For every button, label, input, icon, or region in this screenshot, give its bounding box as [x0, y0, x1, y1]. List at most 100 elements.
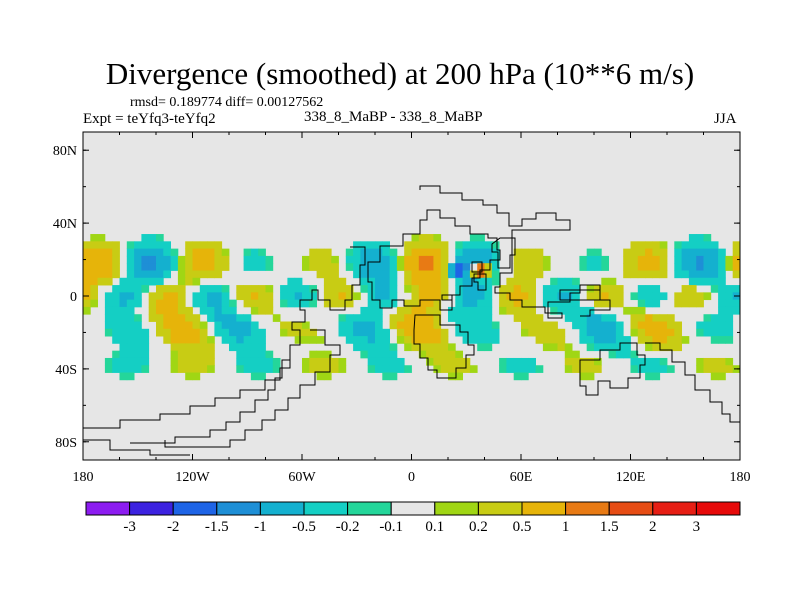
field-cell	[542, 321, 551, 330]
field-cell	[302, 321, 310, 330]
field-cell	[192, 372, 201, 381]
field-cell	[630, 365, 639, 373]
field-cell	[126, 285, 135, 293]
field-cell	[207, 336, 215, 344]
field-cell	[477, 241, 485, 250]
field-cell	[630, 314, 639, 322]
field-cell	[579, 314, 588, 322]
field-cell	[112, 321, 120, 330]
field-cell	[214, 299, 223, 308]
field-cell	[491, 263, 500, 271]
field-cell	[528, 248, 536, 257]
field-cell	[141, 234, 150, 242]
field-cell	[469, 285, 478, 293]
field-cell	[521, 321, 529, 330]
field-cell	[375, 321, 383, 330]
field-cell	[426, 285, 434, 293]
field-cell	[156, 241, 164, 250]
field-cell	[185, 277, 193, 286]
field-cell	[601, 299, 609, 308]
field-cell	[637, 292, 646, 301]
field-cell	[499, 365, 507, 373]
field-cell	[594, 365, 602, 373]
field-cell	[710, 285, 719, 293]
field-cell	[462, 328, 471, 337]
field-cell	[586, 336, 595, 344]
field-cell	[484, 248, 493, 257]
field-cell	[192, 336, 201, 344]
field-cell	[630, 263, 639, 271]
field-cell	[375, 365, 383, 373]
field-cell	[703, 263, 712, 271]
field-cell	[550, 343, 558, 352]
field-cell	[221, 285, 230, 293]
field-cell	[375, 255, 383, 264]
field-cell	[659, 248, 668, 257]
field-cell	[243, 299, 252, 308]
field-cell	[411, 299, 420, 308]
field-cell	[338, 277, 347, 286]
field-cell	[645, 336, 653, 344]
field-cell	[732, 248, 741, 257]
field-cell	[696, 241, 704, 250]
field-cell	[659, 292, 668, 301]
field-cell	[718, 270, 726, 279]
field-cell	[521, 306, 529, 315]
field-cell	[302, 263, 310, 271]
field-cell	[119, 350, 128, 359]
field-cell	[170, 263, 179, 271]
field-cell	[316, 336, 325, 344]
field-cell	[236, 328, 244, 337]
field-cell	[396, 321, 405, 330]
field-cell	[433, 299, 442, 308]
field-cell	[557, 343, 566, 352]
field-cell	[477, 285, 485, 293]
field-cell	[732, 263, 741, 271]
field-cell	[309, 299, 317, 308]
field-cell	[382, 241, 390, 250]
field-cell	[477, 306, 485, 315]
field-cell	[338, 357, 347, 366]
field-cell	[104, 270, 113, 279]
field-cell	[177, 292, 186, 301]
field-cell	[484, 263, 493, 271]
field-cell	[506, 365, 515, 373]
field-cell	[126, 350, 135, 359]
field-cell	[521, 314, 529, 322]
field-cell	[353, 241, 361, 250]
field-cell	[637, 336, 646, 344]
field-cell	[440, 328, 449, 337]
field-cell	[484, 306, 493, 315]
colorbar-labels: -3 -2 -1.5 -1 -0.5 -0.2 -0.1 0.1 0.2 0.5 1 1.5 2 3	[123, 519, 700, 535]
axis-ticks	[82, 132, 741, 460]
field-cell	[404, 263, 412, 271]
field-cell	[732, 306, 741, 315]
field-cell	[637, 241, 646, 250]
field-cell	[418, 321, 427, 330]
field-cell	[448, 263, 456, 271]
field-cell	[477, 234, 485, 242]
colorbar-box	[565, 501, 610, 516]
field-cell	[199, 328, 208, 337]
field-cell	[170, 306, 179, 315]
field-cell	[550, 328, 558, 337]
field-cell	[462, 365, 471, 373]
field-cell	[302, 336, 310, 344]
field-cell	[294, 285, 303, 293]
field-cell	[645, 248, 653, 257]
field-cell	[353, 255, 361, 264]
field-cell	[258, 248, 266, 257]
field-cell	[396, 357, 405, 366]
field-cell	[601, 285, 609, 293]
field-cell	[163, 255, 171, 264]
field-cell	[681, 285, 690, 293]
field-cell	[645, 321, 653, 330]
field-cell	[448, 357, 456, 366]
field-cell	[280, 292, 288, 301]
field-cell	[323, 357, 332, 366]
field-cell	[97, 263, 106, 271]
field-cell	[674, 343, 682, 352]
field-cell	[579, 357, 588, 366]
field-cell	[177, 263, 186, 271]
field-cell	[513, 263, 522, 271]
